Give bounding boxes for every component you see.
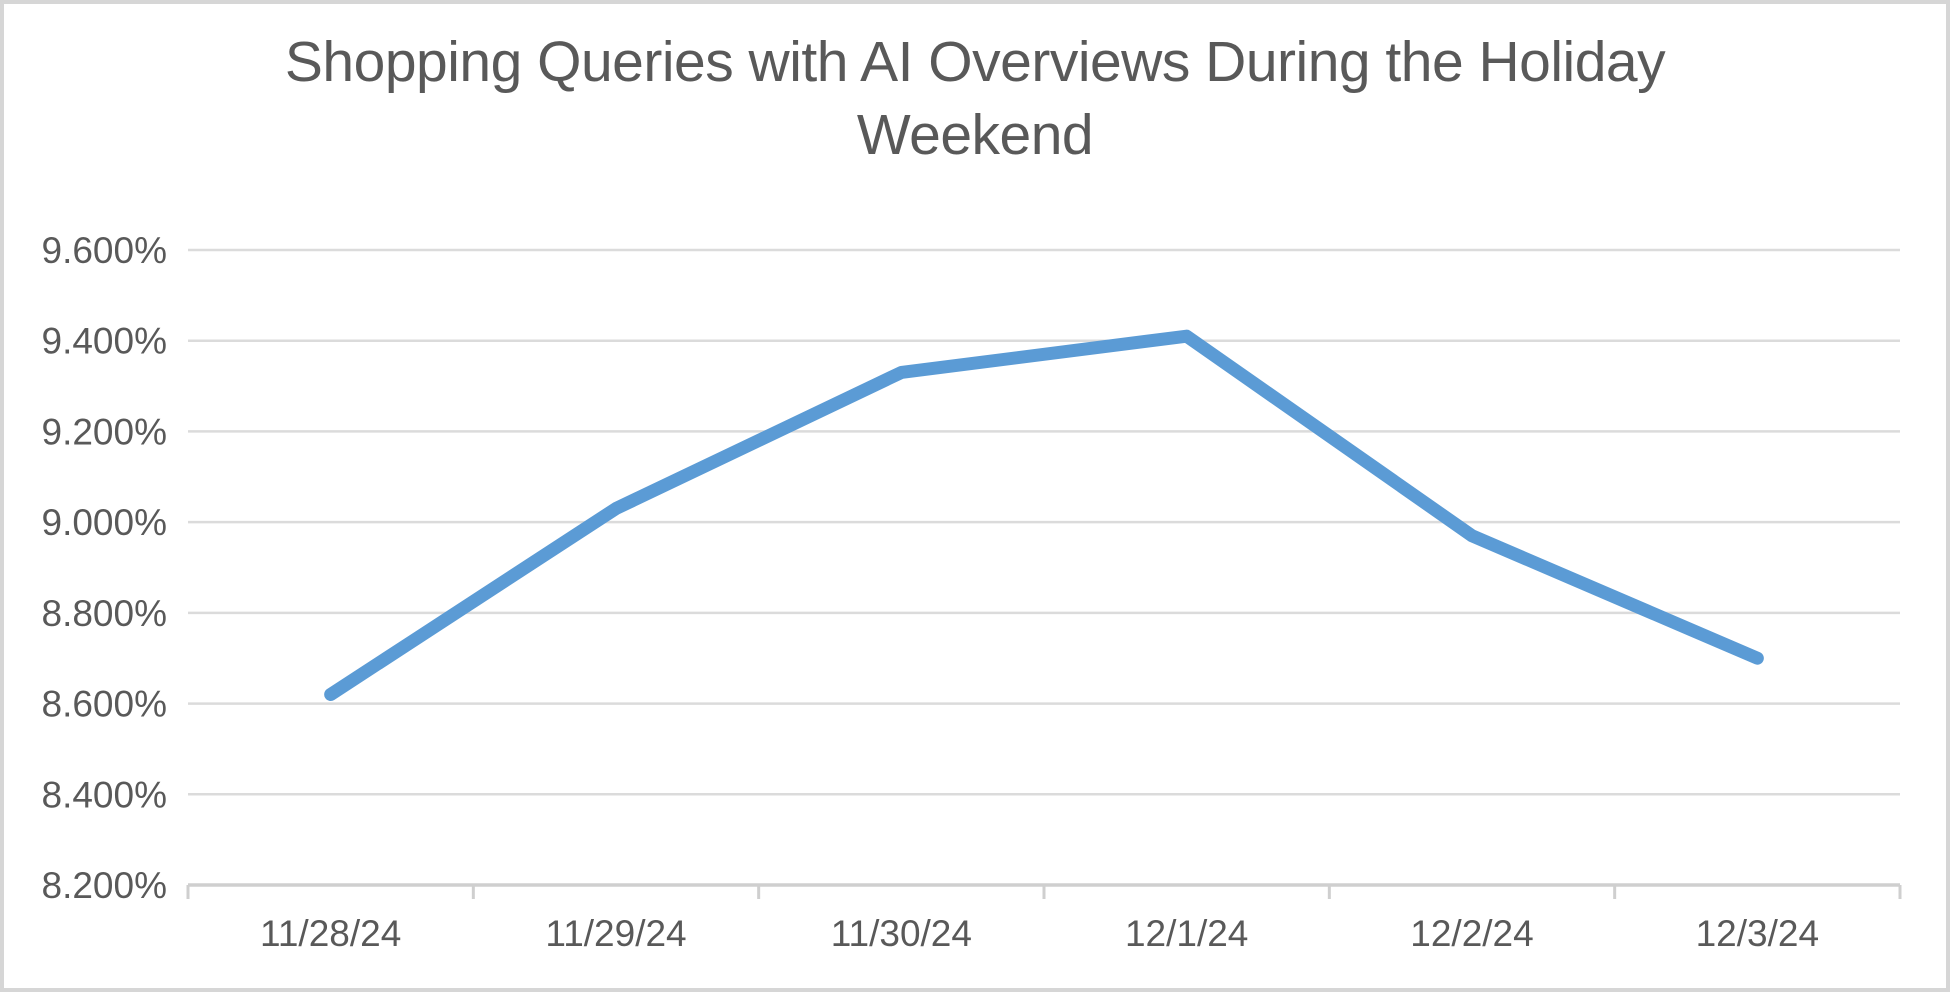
x-axis-tick-label: 12/2/24 (1410, 913, 1533, 954)
data-series-line (324, 329, 1764, 701)
y-axis-tick-label: 9.000% (42, 502, 168, 543)
x-axis-tick-label: 11/28/24 (260, 913, 401, 954)
x-axis-tick-label: 12/3/24 (1696, 913, 1819, 954)
y-axis-tick-label: 9.400% (42, 321, 168, 362)
y-axis-tick-label: 8.400% (42, 774, 168, 815)
x-axis-tick-label: 11/30/24 (831, 913, 972, 954)
y-axis-tick-label: 8.800% (42, 593, 168, 634)
chart-title: Shopping Queries with AI Overviews Durin… (284, 30, 1666, 167)
y-axis-tick-label: 9.200% (42, 411, 168, 452)
y-axis-tick-label: 8.200% (42, 865, 168, 906)
x-axis-tick-label: 12/1/24 (1125, 913, 1248, 954)
y-axis-tick-label: 9.600% (42, 230, 168, 271)
x-axis-tick-label: 11/29/24 (545, 913, 686, 954)
line-chart: 9.600% 9.400% 9.200% 9.000% 8.800% 8.600% 8.40… (42, 230, 1902, 954)
y-axis-tick-label: 8.600% (42, 684, 168, 725)
